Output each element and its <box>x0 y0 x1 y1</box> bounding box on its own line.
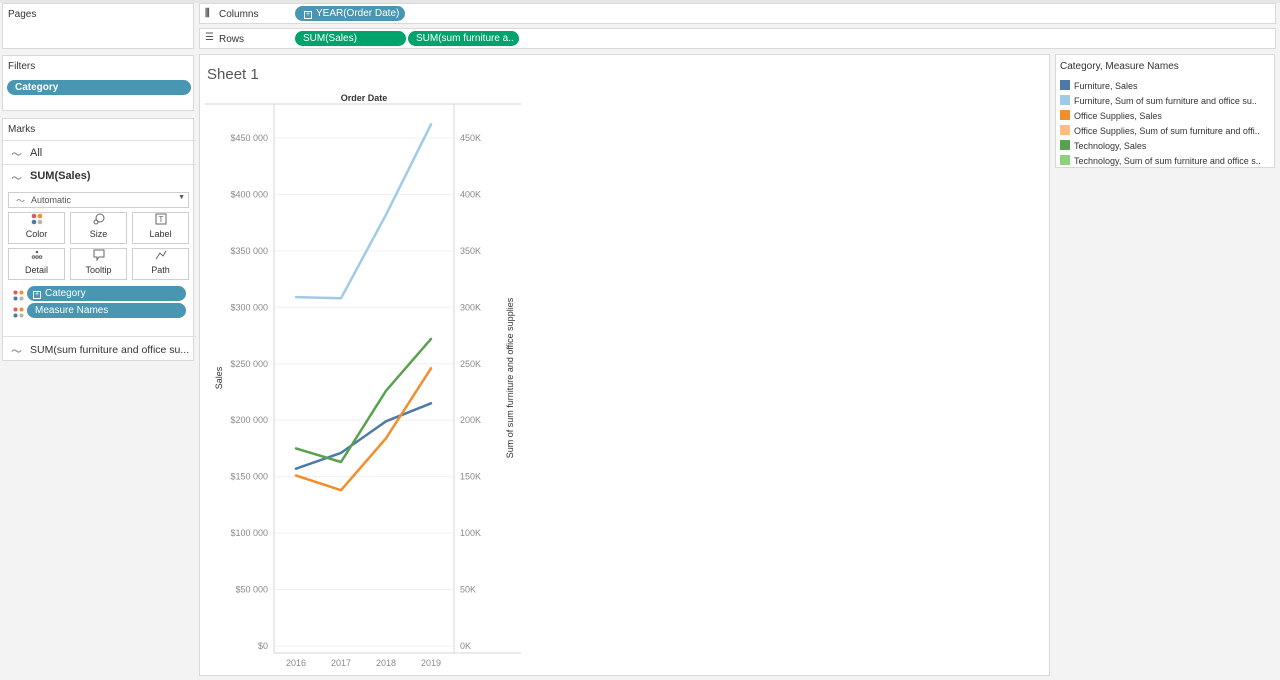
pages-panel[interactable]: Pages <box>2 3 194 49</box>
mark-type-dropdown[interactable]: 〜 Automatic ▼ <box>8 192 189 208</box>
size-button-label: Size <box>89 229 108 239</box>
columns-shelf[interactable]: ⫼ Columns + YEAR(Order Date) <box>199 3 1276 24</box>
line-mark-icon: 〜 <box>16 196 26 206</box>
marks-all-label: All <box>30 147 43 159</box>
marks-sum-row[interactable]: 〜 SUM(sum furniture and office su... <box>3 336 196 362</box>
sheet-title: Sheet 1 <box>207 66 259 83</box>
dropdown-arrow-icon: ▼ <box>178 194 185 201</box>
legend-swatch-5 <box>1060 155 1070 165</box>
path-button-label: Path <box>151 265 170 275</box>
marks-title: Marks <box>8 124 36 135</box>
line-mark-icon: 〜 <box>11 173 22 185</box>
legend-swatch-2 <box>1060 110 1070 120</box>
marks-measure-names-pill[interactable]: Measure Names <box>27 303 186 318</box>
rows-sum-pill[interactable]: SUM(sum furniture a.. <box>408 31 519 46</box>
mark-type-value: Automatic <box>31 195 72 205</box>
columns-icon: ⫼ <box>205 8 210 19</box>
path-button[interactable]: Path <box>132 248 189 280</box>
marks-category-pill[interactable]: + Category <box>27 286 186 301</box>
legend-swatch-4 <box>1060 140 1070 150</box>
rows-shelf[interactable]: ☰ Rows SUM(Sales) SUM(sum furniture a.. <box>199 28 1276 49</box>
columns-label: Columns <box>219 9 259 20</box>
expand-plus-icon: + <box>33 291 41 299</box>
marks-sales-row[interactable]: 〜 SUM(Sales) <box>3 164 196 190</box>
pages-title: Pages <box>8 9 37 20</box>
tooltip-button[interactable]: Tooltip <box>70 248 127 280</box>
legend-panel: Category, Measure Names Furniture, Sales… <box>1055 54 1275 168</box>
size-button[interactable]: Size <box>70 212 127 244</box>
legend-swatch-0 <box>1060 80 1070 90</box>
expand-plus-icon: + <box>304 11 312 19</box>
legend-swatch-3 <box>1060 125 1070 135</box>
columns-year-pill[interactable]: + YEAR(Order Date) <box>295 6 405 21</box>
color-button-label: Color <box>25 229 48 239</box>
legend-item[interactable]: Furniture, Sum of sum furniture and offi… <box>1060 95 1272 109</box>
marks-panel: Marks 〜 All 〜 SUM(Sales) 〜 Automatic ▼ C… <box>2 118 196 362</box>
path-icon <box>133 249 188 265</box>
legend-title: Category, Measure Names <box>1060 61 1179 72</box>
top-strip <box>0 0 1280 3</box>
sheet-panel: Sheet 1 <box>199 54 1050 676</box>
color-icon <box>9 213 64 229</box>
color-icon <box>13 288 24 306</box>
label-button-label: Label <box>149 229 172 239</box>
label-icon: T <box>133 213 188 229</box>
legend-item[interactable]: Furniture, Sales <box>1060 80 1272 94</box>
filters-panel[interactable]: Filters Category <box>2 55 194 111</box>
tooltip-icon <box>71 249 126 265</box>
marks-sum-label: SUM(sum furniture and office su... <box>30 344 190 356</box>
detail-icon <box>9 249 64 265</box>
legend-label: Furniture, Sum of sum furniture and offi… <box>1074 96 1257 106</box>
legend-label: Office Supplies, Sales <box>1074 111 1162 121</box>
detail-button[interactable]: Detail <box>8 248 65 280</box>
legend-item[interactable]: Office Supplies, Sum of sum furniture an… <box>1060 125 1272 139</box>
svg-text:T: T <box>158 215 163 224</box>
marks-sales-label: SUM(Sales) <box>30 170 91 182</box>
rows-sales-pill[interactable]: SUM(Sales) <box>295 31 406 46</box>
size-icon <box>71 213 126 229</box>
label-button[interactable]: T Label <box>132 212 189 244</box>
legend-label: Office Supplies, Sum of sum furniture an… <box>1074 126 1260 136</box>
legend-label: Technology, Sum of sum furniture and off… <box>1074 156 1261 166</box>
legend-label: Technology, Sales <box>1074 141 1147 151</box>
legend-item[interactable]: Technology, Sum of sum furniture and off… <box>1060 155 1272 169</box>
rows-icon: ☰ <box>205 32 214 43</box>
filters-title: Filters <box>8 61 36 72</box>
legend-item[interactable]: Office Supplies, Sales <box>1060 110 1272 124</box>
color-icon <box>13 305 24 323</box>
color-button[interactable]: Color <box>8 212 65 244</box>
marks-all-row[interactable]: 〜 All <box>3 140 196 164</box>
rows-label: Rows <box>219 34 245 45</box>
marks-category-label: Category <box>45 288 86 299</box>
filter-category-pill[interactable]: Category <box>7 80 191 95</box>
tooltip-button-label: Tooltip <box>85 265 112 275</box>
legend-item[interactable]: Technology, Sales <box>1060 140 1272 154</box>
legend-label: Furniture, Sales <box>1074 81 1138 91</box>
columns-pill-label: YEAR(Order Date) <box>316 8 400 19</box>
detail-button-label: Detail <box>24 265 48 275</box>
line-mark-icon: 〜 <box>11 149 22 161</box>
line-mark-icon: 〜 <box>11 346 22 358</box>
legend-swatch-1 <box>1060 95 1070 105</box>
